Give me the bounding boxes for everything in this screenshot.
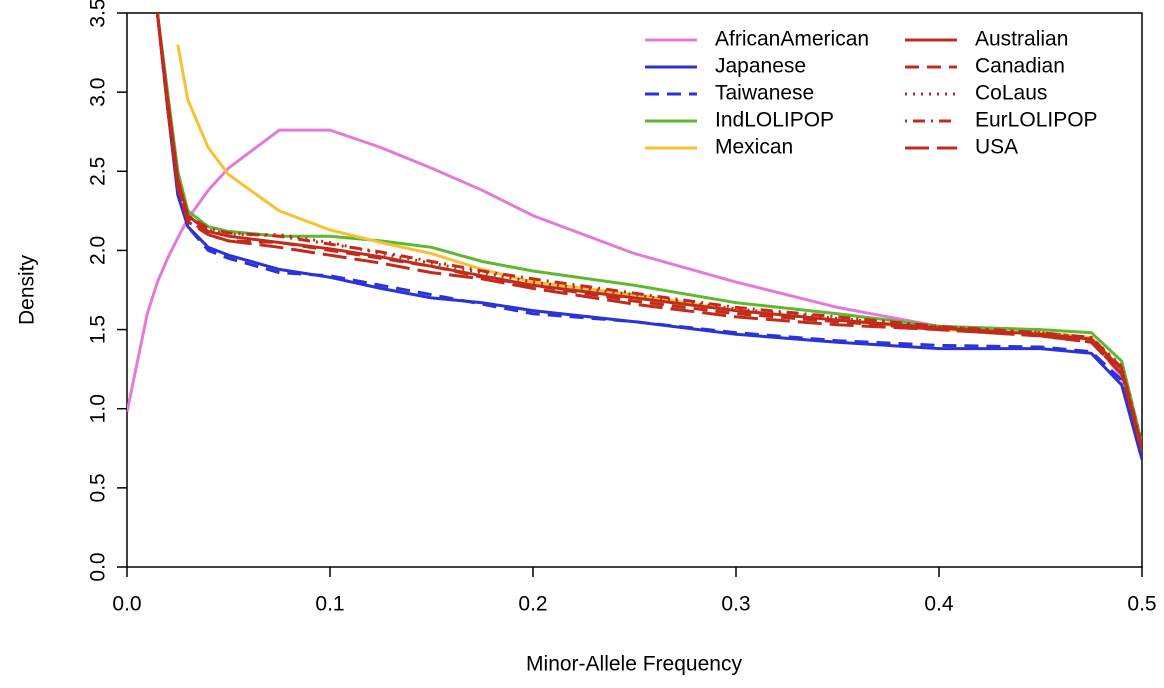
- x-tick-label: 0.4: [924, 593, 954, 616]
- series-line: [155, 13, 1142, 446]
- y-tick-label: 3.0: [87, 78, 110, 107]
- plot-frame: [126, 12, 1143, 568]
- y-axis-label: Density: [16, 254, 39, 325]
- y-tick-label: 3.5: [87, 0, 110, 28]
- y-tick-label: 1.0: [87, 394, 110, 423]
- plot-lines: [127, 13, 1142, 460]
- legend-label: Taiwanese: [715, 82, 814, 105]
- x-tick-label: 0.5: [1127, 593, 1156, 616]
- legend-label: AfricanAmerican: [715, 28, 869, 51]
- y-tick-label: 2.5: [87, 157, 110, 186]
- x-tick-label: 0.2: [518, 593, 547, 616]
- legend-label: Canadian: [975, 55, 1065, 78]
- series-line: [155, 13, 1142, 448]
- legend-label: EurLOLIPOP: [975, 109, 1098, 132]
- series-line: [155, 13, 1142, 444]
- series-line: [127, 128, 1142, 449]
- legend-label: USA: [975, 136, 1018, 159]
- series-line: [155, 13, 1142, 452]
- series-line: [155, 13, 1142, 449]
- x-tick-label: 0.1: [315, 593, 344, 616]
- x-tick-label: 0.0: [112, 593, 141, 616]
- y-tick-label: 1.5: [87, 315, 110, 344]
- legend-label: CoLaus: [975, 82, 1047, 105]
- y-tick-label: 0.5: [87, 473, 110, 502]
- series-line: [155, 13, 1142, 457]
- legend-label: IndLOLIPOP: [715, 109, 834, 132]
- x-axis-label: Minor-Allele Frequency: [526, 653, 742, 676]
- legend-label: Australian: [975, 28, 1068, 51]
- y-tick-label: 2.0: [87, 236, 110, 265]
- x-tick-label: 0.3: [721, 593, 750, 616]
- legend-label: Mexican: [715, 136, 793, 159]
- y-tick-label: 0.0: [87, 552, 110, 581]
- legend-label: Japanese: [715, 55, 806, 78]
- series-line: [155, 13, 1142, 451]
